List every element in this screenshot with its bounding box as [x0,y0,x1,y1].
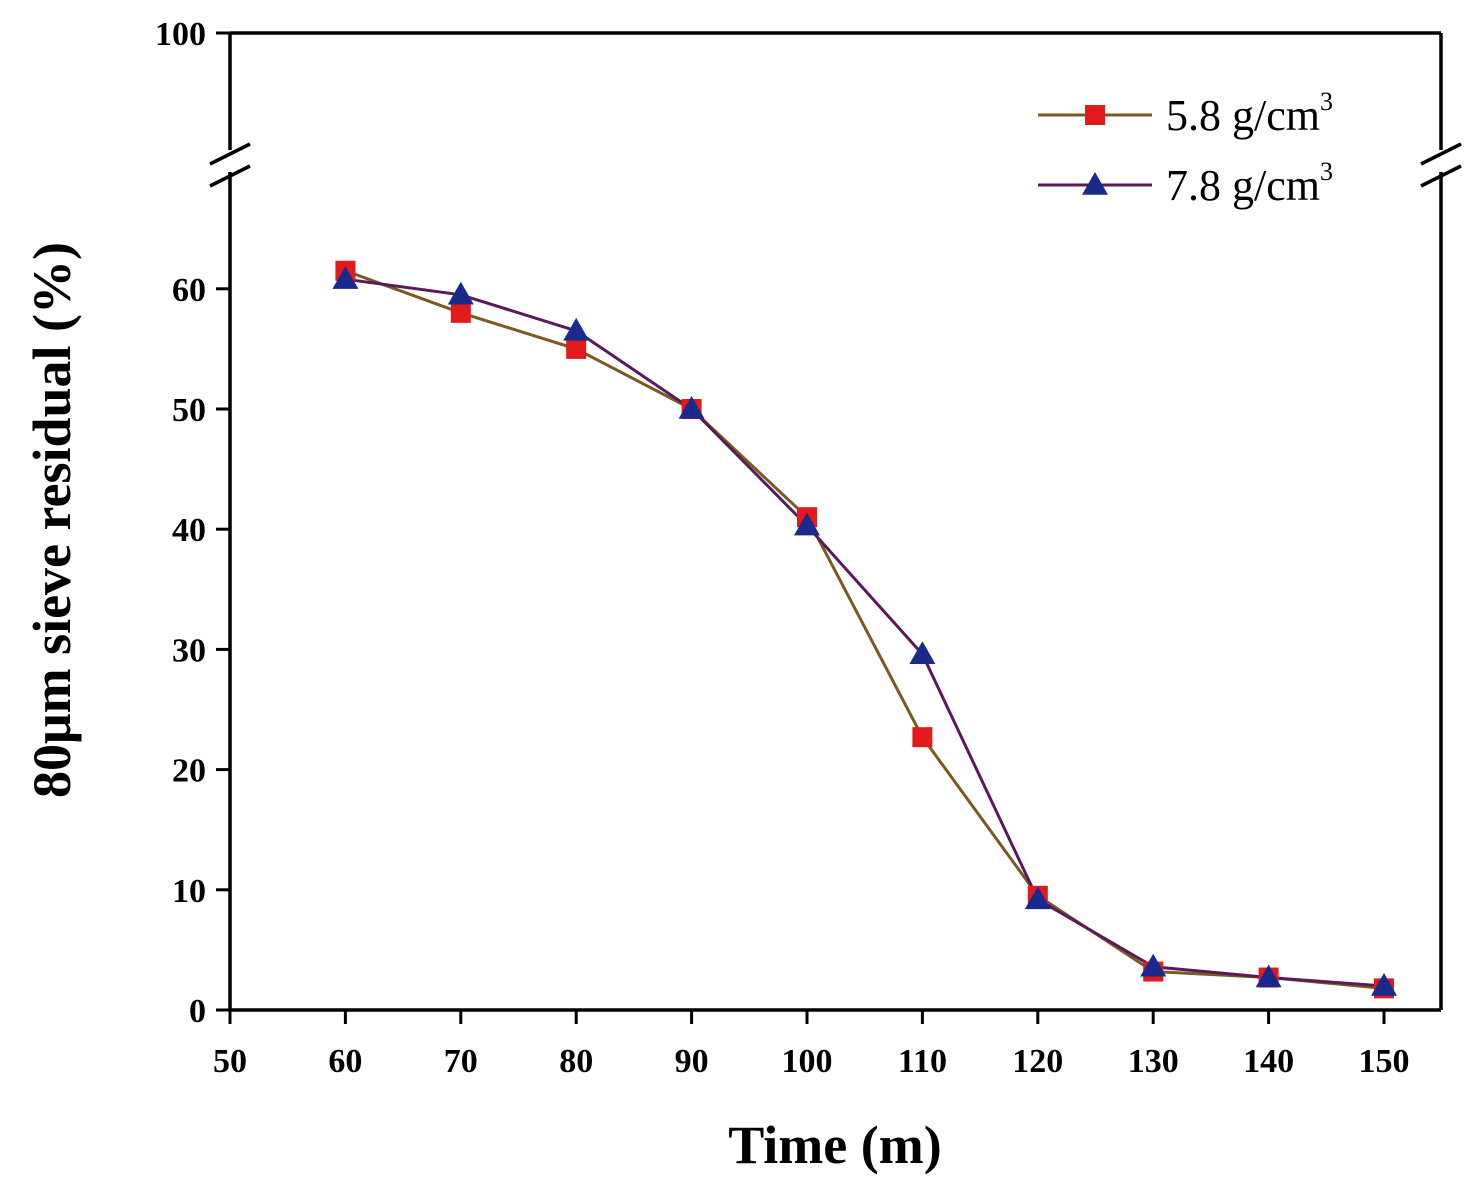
x-tick-label-120: 120 [1012,1043,1063,1080]
series-2-point-100 [794,512,820,536]
x-tick-label-140: 140 [1243,1043,1294,1080]
series-1-point-70 [450,302,471,323]
series-line-1 [344,269,1385,990]
series-lines [344,269,1385,990]
series-2-point-80 [563,317,590,341]
x-tick-label-80: 80 [559,1043,593,1080]
series-1-point-80 [566,338,587,359]
series-2-point-140 [1255,964,1282,988]
y-axis-title: 80μm sieve residual (%) [22,242,82,798]
axis-break-mark-left-1 [209,142,251,166]
x-tick-label-150: 150 [1359,1043,1410,1080]
series-2-point-150 [1371,972,1397,996]
legend-label-text-1: 5.8 g/cm [1166,91,1320,140]
y-tick-label-60: 60 [172,272,206,309]
axis-break-mark-left-2 [209,164,251,188]
legend-marker-2 [1082,172,1108,195]
y-tick-label-0: 0 [189,993,206,1030]
y-tick-label-50: 50 [172,392,206,429]
series-2-point-130 [1140,953,1167,977]
series-2-point-110 [909,641,936,664]
series-line-2 [345,277,1385,988]
legend-label-sup-1: 3 [1320,87,1333,116]
series-2-point-60 [332,266,359,289]
x-tick-label-90: 90 [675,1043,709,1080]
x-tick-label-100: 100 [782,1043,833,1080]
legend-label-2: 7.8 g/cm3 [1166,157,1333,210]
x-tick-label-70: 70 [444,1043,478,1080]
legend-label-1: 5.8 g/cm3 [1166,87,1333,140]
series-markers [332,260,1397,999]
series-2-point-70 [447,281,474,305]
x-tick-label-130: 130 [1128,1043,1179,1080]
series-2-point-120 [1024,886,1051,910]
y-tick-label-10: 10 [172,873,206,910]
y-tick-label-100: 100 [155,16,206,53]
y-tick-label-20: 20 [172,753,206,790]
x-tick-label-110: 110 [898,1043,947,1080]
x-axis-title: Time (m) [728,1115,941,1175]
axis-break-mark-right-2 [1420,164,1462,188]
legend-label-sup-2: 3 [1320,157,1333,186]
x-tick-label-50: 50 [213,1043,247,1080]
legend-marker-1 [1085,105,1105,125]
y-tick-label-40: 40 [172,512,206,549]
series-2-point-90 [678,396,705,419]
axis-break-mark-right-1 [1420,142,1462,166]
x-axis-ticks: 50 60 70 80 90 100 110 120 130 140 150 [213,1010,1410,1080]
legend-label-text-2: 7.8 g/cm [1166,161,1320,210]
plot-frame [209,31,1462,1012]
series-1-point-110 [912,727,933,748]
y-tick-label-30: 30 [172,632,206,669]
x-tick-label-60: 60 [328,1043,362,1080]
y-axis-ticks: 0 10 20 30 40 50 60 100 [155,16,230,1030]
